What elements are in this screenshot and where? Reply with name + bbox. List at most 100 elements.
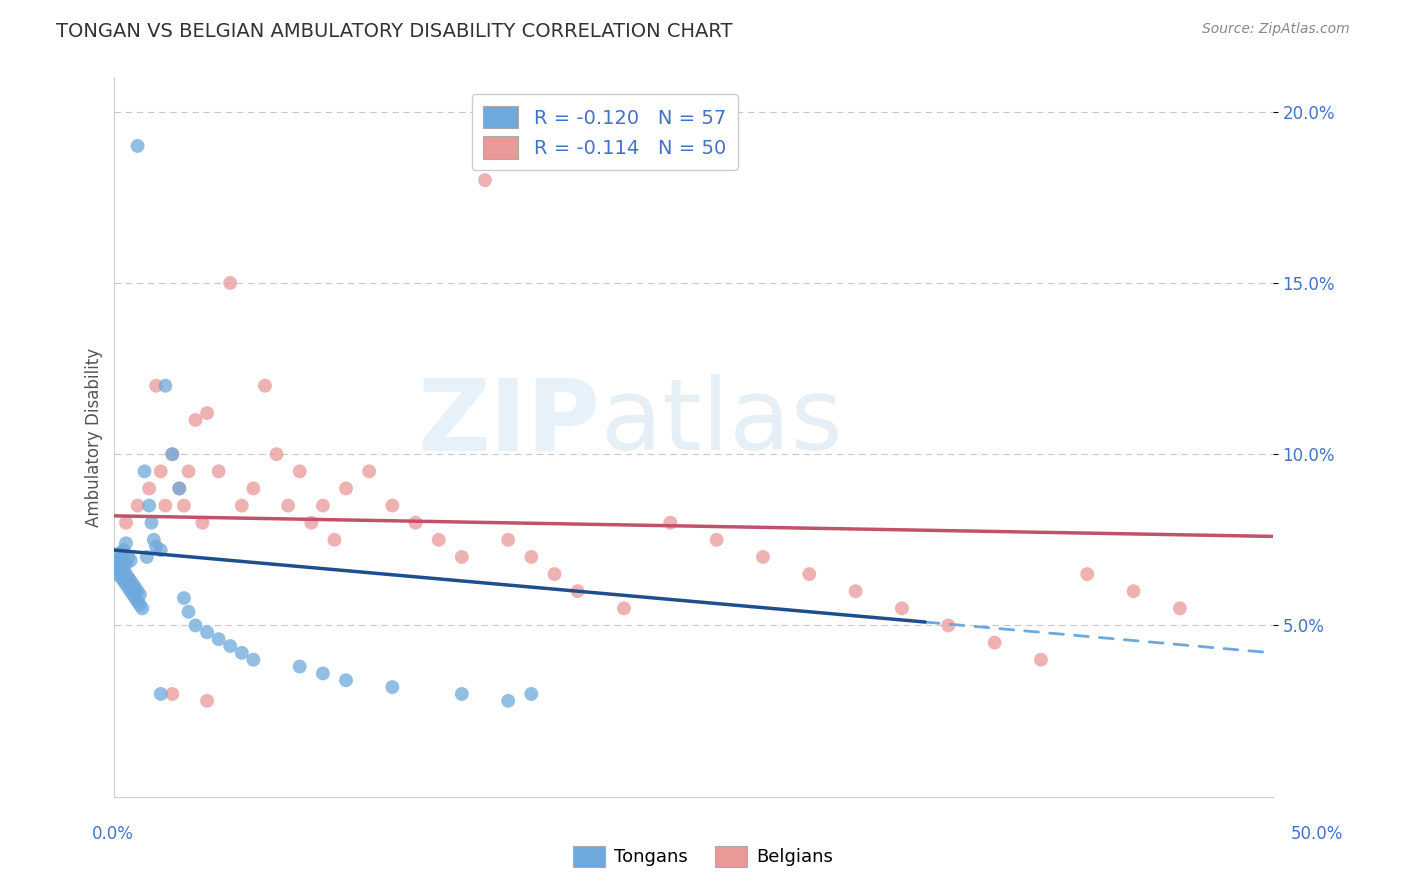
Point	[169, 482, 191, 496]
Point	[122, 588, 145, 602]
Point	[936, 618, 959, 632]
Point	[312, 666, 335, 681]
Point	[115, 567, 138, 582]
Point	[142, 533, 165, 547]
Point	[184, 413, 207, 427]
Point	[266, 447, 288, 461]
Point	[381, 680, 404, 694]
Point	[173, 591, 195, 605]
Point	[149, 464, 172, 478]
Point	[520, 549, 543, 564]
Point	[195, 406, 218, 420]
Point	[120, 584, 142, 599]
Point	[450, 687, 472, 701]
Point	[253, 378, 276, 392]
Point	[108, 547, 131, 561]
Point	[105, 557, 128, 571]
Point	[110, 549, 132, 564]
Point	[117, 570, 139, 584]
Point	[134, 464, 156, 478]
Point	[128, 598, 150, 612]
Point	[162, 687, 184, 701]
Point	[288, 659, 311, 673]
Point	[277, 499, 299, 513]
Point	[1122, 584, 1144, 599]
Point	[335, 673, 357, 688]
Point	[112, 543, 135, 558]
Point	[520, 687, 543, 701]
Point	[105, 567, 128, 582]
Point	[312, 499, 335, 513]
Point	[141, 516, 163, 530]
Point	[115, 516, 138, 530]
Point	[323, 533, 346, 547]
Point	[195, 625, 218, 640]
Point	[613, 601, 636, 615]
Point	[659, 516, 682, 530]
Point	[706, 533, 728, 547]
Point	[427, 533, 450, 547]
Text: atlas: atlas	[600, 375, 842, 471]
Point	[127, 499, 149, 513]
Point	[138, 482, 160, 496]
Point	[108, 553, 131, 567]
Point	[162, 447, 184, 461]
Point	[288, 464, 311, 478]
Point	[231, 499, 253, 513]
Point	[195, 694, 218, 708]
Point	[138, 499, 160, 513]
Point	[799, 567, 821, 582]
Point	[335, 482, 357, 496]
Legend: R = -0.120   N = 57, R = -0.114   N = 50: R = -0.120 N = 57, R = -0.114 N = 50	[471, 95, 738, 170]
Point	[124, 591, 146, 605]
Point	[127, 594, 149, 608]
Text: TONGAN VS BELGIAN AMBULATORY DISABILITY CORRELATION CHART: TONGAN VS BELGIAN AMBULATORY DISABILITY …	[56, 22, 733, 41]
Point	[162, 447, 184, 461]
Point	[177, 464, 200, 478]
Text: 50.0%: 50.0%	[1291, 825, 1343, 843]
Point	[115, 557, 138, 571]
Point	[359, 464, 381, 478]
Point	[208, 464, 231, 478]
Point	[299, 516, 322, 530]
Point	[231, 646, 253, 660]
Point	[983, 635, 1005, 649]
Point	[122, 577, 145, 591]
Point	[117, 581, 139, 595]
Point	[496, 694, 519, 708]
Text: ZIP: ZIP	[418, 375, 600, 471]
Point	[145, 378, 167, 392]
Point	[128, 588, 150, 602]
Y-axis label: Ambulatory Disability: Ambulatory Disability	[86, 348, 103, 526]
Point	[184, 618, 207, 632]
Point	[845, 584, 868, 599]
Point	[110, 560, 132, 574]
Point	[890, 601, 912, 615]
Point	[169, 482, 191, 496]
Point	[405, 516, 427, 530]
Point	[120, 574, 142, 588]
Point	[177, 605, 200, 619]
Point	[124, 581, 146, 595]
Point	[1029, 653, 1052, 667]
Point	[115, 536, 138, 550]
Point	[135, 549, 157, 564]
Point	[381, 499, 404, 513]
Point	[112, 574, 135, 588]
Point	[208, 632, 231, 647]
Point	[752, 549, 775, 564]
Point	[155, 499, 177, 513]
Point	[115, 577, 138, 591]
Point	[450, 549, 472, 564]
Point	[117, 549, 139, 564]
Point	[219, 639, 242, 653]
Point	[127, 139, 149, 153]
Point	[120, 553, 142, 567]
Point	[543, 567, 565, 582]
Point	[567, 584, 589, 599]
Point	[145, 540, 167, 554]
Point	[191, 516, 214, 530]
Point	[110, 570, 132, 584]
Point	[108, 564, 131, 578]
Point	[219, 276, 242, 290]
